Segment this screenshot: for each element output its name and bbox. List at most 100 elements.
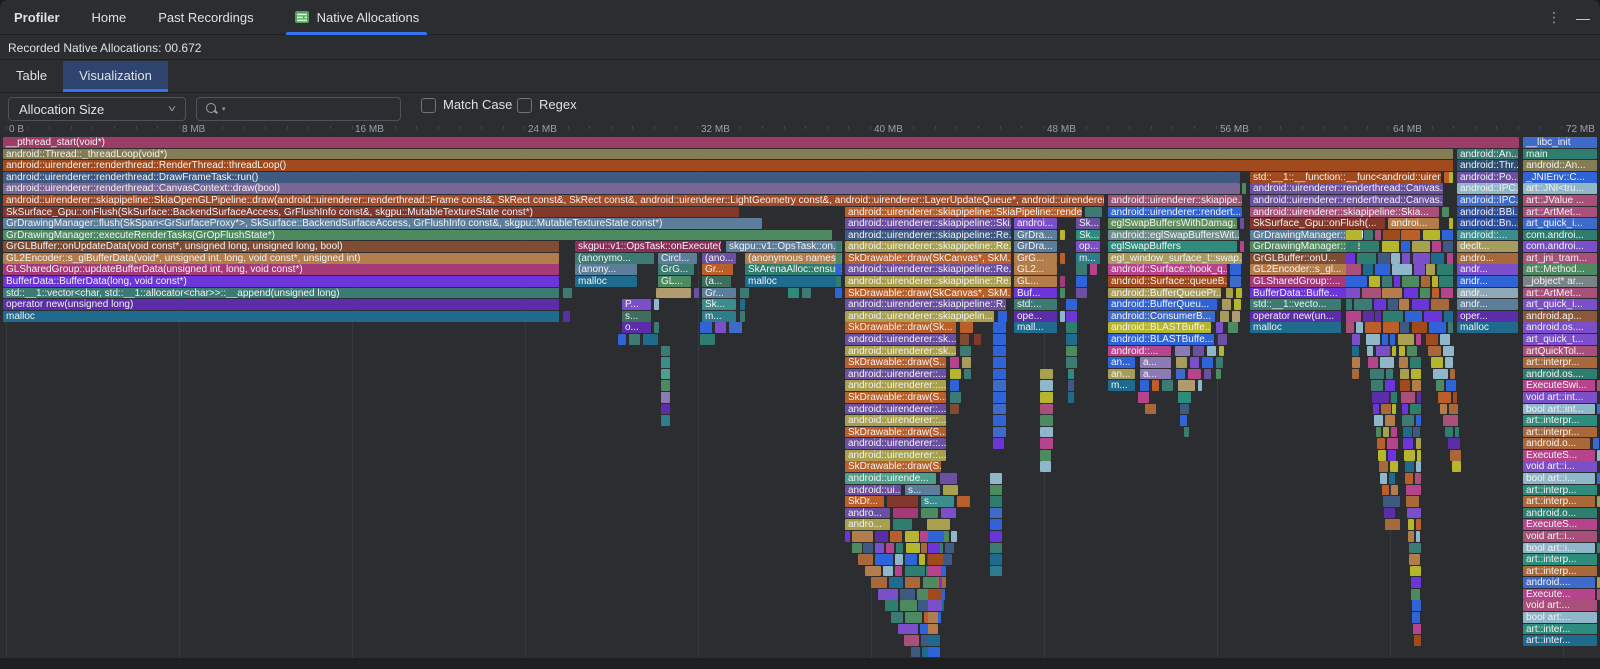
flame-box[interactable] — [1385, 415, 1395, 426]
flame-box[interactable] — [1076, 264, 1087, 276]
flame-box[interactable]: GLSharedGroup::updateBufferData(unsigned… — [3, 264, 559, 276]
flame-box[interactable]: android::uirenderer::renderthread::Canva… — [3, 183, 1240, 195]
flame-box[interactable] — [990, 554, 1002, 565]
flame-box[interactable] — [1346, 229, 1362, 241]
flame-box[interactable] — [990, 530, 1002, 542]
flame-box[interactable] — [1376, 426, 1381, 438]
flame-box[interactable] — [1216, 357, 1223, 368]
flame-box[interactable] — [895, 554, 903, 565]
flame-box[interactable] — [1356, 322, 1363, 334]
flame-box[interactable] — [928, 530, 944, 542]
flame-box[interactable] — [993, 380, 1006, 392]
flame-box[interactable] — [1442, 229, 1453, 241]
flame-box[interactable]: GrDra... — [1014, 241, 1057, 253]
flame-box[interactable]: skgpu::v1::OpsTask::on... — [726, 241, 842, 253]
flame-box[interactable]: _JNIEnv::C... — [1523, 171, 1597, 183]
flame-box[interactable] — [1408, 519, 1414, 531]
flame-box[interactable] — [1346, 276, 1367, 287]
flame-box[interactable] — [1440, 333, 1450, 345]
flame-box[interactable]: SkSurface_Gpu::onFlush(... — [1250, 218, 1385, 229]
flame-box[interactable] — [1230, 264, 1241, 276]
flame-box[interactable] — [1402, 403, 1408, 415]
flame-box[interactable]: android::uirenderer::skiapipeline::SkiaP… — [845, 206, 1082, 218]
flame-box[interactable] — [1386, 368, 1393, 380]
flame-box[interactable]: __libc_init — [1523, 137, 1597, 148]
flame-box[interactable] — [1040, 391, 1053, 403]
flame-box[interactable] — [885, 600, 898, 612]
flame-box[interactable] — [950, 391, 961, 403]
flame-box[interactable] — [974, 333, 981, 345]
flame-box[interactable]: bool art::i... — [1523, 473, 1595, 484]
flame-box[interactable] — [1597, 449, 1600, 461]
flame-box[interactable] — [1380, 357, 1394, 368]
flame-box[interactable]: s... — [622, 310, 651, 322]
flame-box[interactable] — [896, 542, 903, 554]
flame-box[interactable]: art::interp... — [1523, 484, 1597, 496]
flame-box[interactable] — [1204, 368, 1211, 380]
flame-box[interactable] — [1354, 299, 1372, 310]
flame-box[interactable] — [729, 322, 742, 334]
flame-box[interactable]: declt... — [1457, 241, 1518, 253]
flame-box[interactable]: (anonymo... — [575, 252, 654, 264]
flame-box[interactable] — [1440, 403, 1447, 415]
flame-box[interactable] — [1190, 357, 1199, 368]
flame-box[interactable] — [911, 646, 920, 658]
flame-box[interactable] — [1413, 252, 1430, 264]
flame-box[interactable] — [1415, 473, 1421, 484]
flame-box[interactable]: operator new(un... — [1250, 310, 1341, 322]
flame-box[interactable]: android::ui... — [845, 484, 901, 496]
flame-box[interactable] — [928, 612, 938, 623]
flame-box[interactable] — [1448, 322, 1453, 334]
flame-box[interactable] — [858, 554, 873, 565]
flame-box[interactable] — [661, 391, 670, 403]
flame-box[interactable] — [1597, 473, 1600, 484]
flame-box[interactable] — [895, 565, 902, 577]
flame-box[interactable] — [835, 287, 842, 299]
flame-box[interactable] — [1219, 345, 1224, 357]
flame-box[interactable] — [1369, 276, 1380, 287]
flame-box[interactable]: android::Surface::queueB... — [1108, 276, 1227, 287]
flame-box[interactable]: art::interpr... — [1523, 357, 1597, 368]
flame-box[interactable] — [940, 473, 957, 484]
flame-box[interactable] — [1180, 415, 1187, 426]
flame-box[interactable] — [1228, 322, 1238, 334]
flame-box[interactable] — [1040, 368, 1053, 380]
flame-box[interactable] — [1411, 368, 1421, 380]
flame-box[interactable] — [1365, 322, 1381, 334]
flame-box[interactable]: android.o... — [1523, 507, 1597, 519]
flame-box[interactable]: egl_window_surface_t::swap... — [1108, 252, 1242, 264]
flame-box[interactable]: android::ConsumerB... — [1108, 310, 1215, 322]
flame-box[interactable] — [1364, 229, 1373, 241]
flame-box[interactable] — [1432, 241, 1441, 253]
flame-box[interactable] — [1377, 438, 1385, 449]
flame-box[interactable] — [1371, 380, 1383, 392]
flame-box[interactable] — [928, 623, 938, 635]
flame-box[interactable]: SkDrawable::draw(Sk... — [845, 322, 956, 334]
flame-box[interactable] — [936, 565, 946, 577]
flame-box[interactable] — [1363, 264, 1373, 276]
flame-box[interactable]: operator new(unsigned long) — [3, 299, 559, 310]
flame-box[interactable] — [700, 322, 712, 334]
flame-box[interactable] — [1352, 368, 1359, 380]
flame-box[interactable] — [900, 588, 915, 600]
flame-box[interactable]: android.ap... — [1523, 310, 1597, 322]
flame-box[interactable] — [1412, 299, 1429, 310]
flame-box[interactable] — [1346, 287, 1360, 299]
flame-box[interactable] — [1597, 496, 1600, 507]
flame-box[interactable]: android::uirenderer::skiapipeline::Re... — [845, 276, 1011, 287]
flame-box[interactable] — [1424, 310, 1442, 322]
flame-box[interactable] — [1410, 403, 1421, 415]
flame-box[interactable] — [1404, 287, 1418, 299]
flame-box[interactable] — [1383, 310, 1403, 322]
flame-box[interactable]: void art::int... — [1523, 391, 1597, 403]
flame-box[interactable] — [1416, 519, 1421, 531]
flame-box[interactable] — [1426, 333, 1438, 345]
flame-box[interactable] — [563, 310, 570, 322]
tab-native-allocations[interactable]: Native Allocations — [285, 0, 428, 35]
search-box[interactable]: ▾ — [196, 97, 401, 121]
flame-box[interactable] — [1234, 299, 1241, 310]
tab-past-recordings[interactable]: Past Recordings — [158, 9, 254, 25]
flame-box[interactable] — [1346, 299, 1352, 310]
flame-box[interactable] — [993, 391, 1006, 403]
flame-box[interactable]: android::... — [1108, 345, 1171, 357]
